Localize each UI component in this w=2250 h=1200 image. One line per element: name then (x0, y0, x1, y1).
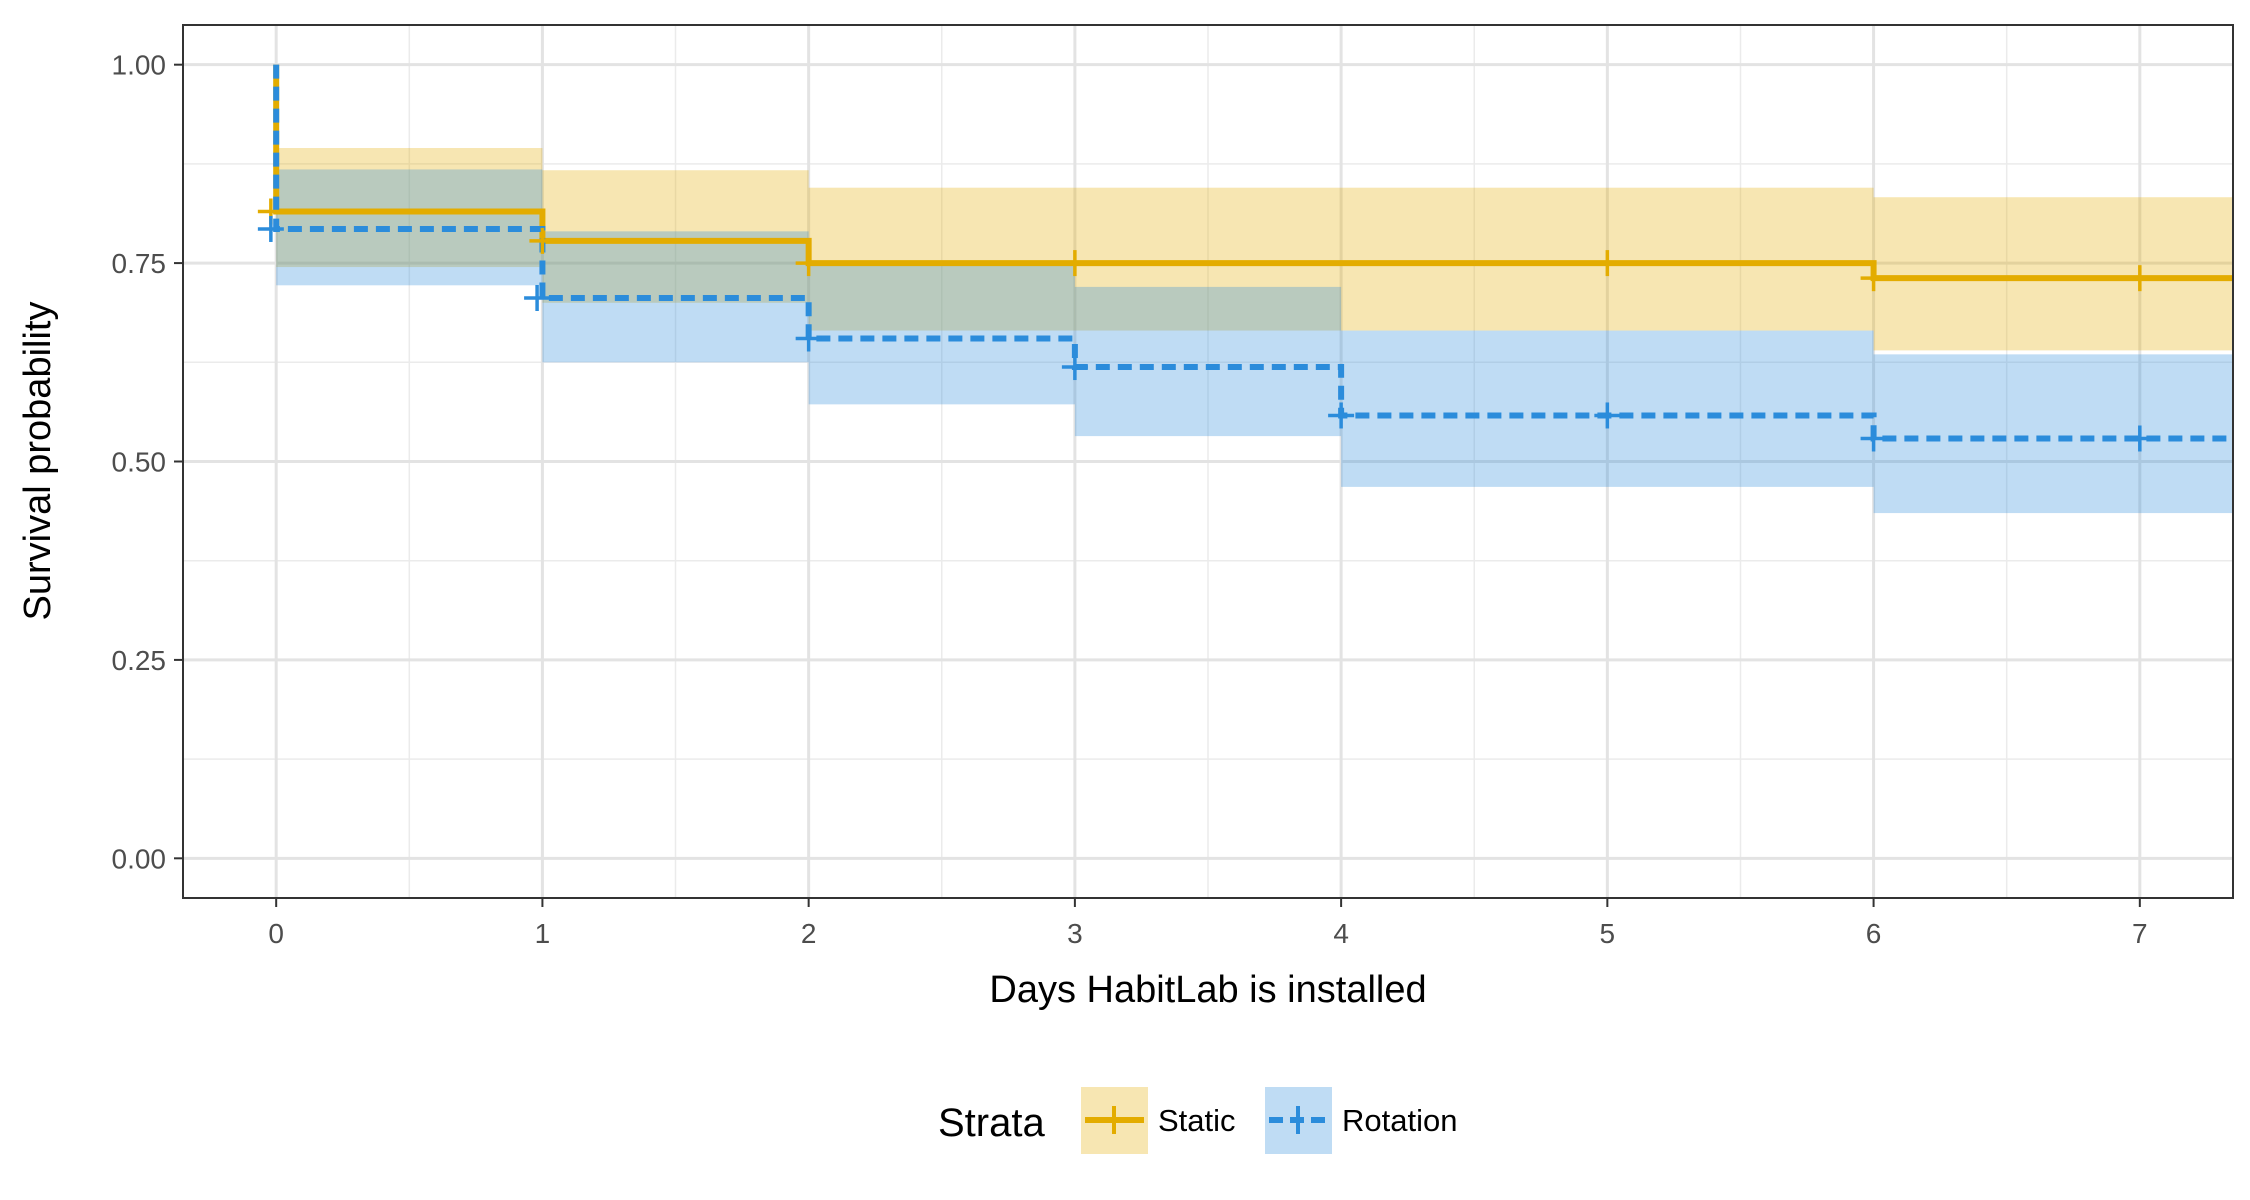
censor-mark-rotation (1328, 402, 1355, 429)
ci-band-rotation (808, 263, 1075, 405)
legend-label-rotation: Rotation (1342, 1103, 1457, 1138)
censor-mark-static (1860, 265, 1887, 292)
x-axis: 0 1 2 3 4 5 6 7 (268, 898, 2148, 949)
censor-mark-rotation (1860, 425, 1887, 452)
censor-mark-static (2126, 265, 2153, 292)
y-tick-label: 1.00 (112, 50, 167, 81)
x-tick-label: 1 (535, 918, 551, 949)
legend-label-static: Static (1158, 1103, 1236, 1138)
ci-band-rotation (1074, 286, 1342, 437)
censor-marks (257, 198, 2153, 452)
censor-mark-static (529, 227, 556, 254)
legend-item-static: Static (1081, 1087, 1236, 1154)
x-tick-label: 4 (1333, 918, 1349, 949)
legend-title: Strata (938, 1101, 1045, 1145)
major-gridlines (183, 25, 2233, 898)
x-tick-label: 7 (2132, 918, 2148, 949)
x-tick-label: 6 (1866, 918, 1882, 949)
y-tick-label: 0.00 (112, 843, 167, 874)
ci-band-static (1873, 197, 2233, 351)
y-tick-label: 0.50 (112, 447, 167, 478)
y-axis-title: Survival probability (17, 302, 59, 621)
censor-mark-rotation (524, 285, 551, 312)
ci-band-rotation (542, 231, 809, 363)
ci-band-rotation (1873, 354, 2233, 514)
x-tick-label: 3 (1067, 918, 1083, 949)
censor-mark-rotation (1061, 354, 1088, 381)
legend: Strata Static Rotation (938, 1087, 1457, 1154)
ci-band-static (808, 187, 1874, 331)
x-tick-label: 5 (1600, 918, 1616, 949)
censor-mark-rotation (2126, 425, 2153, 452)
legend-item-rotation: Rotation (1265, 1087, 1457, 1154)
censor-mark-rotation (1594, 402, 1621, 429)
x-axis-title: Days HabitLab is installed (989, 969, 1426, 1011)
y-tick-label: 0.25 (112, 645, 167, 676)
y-tick-label: 0.75 (112, 248, 167, 279)
confidence-bands (276, 148, 2233, 514)
censor-mark-rotation (795, 325, 822, 352)
y-axis: 0.00 0.25 0.50 0.75 1.00 (112, 50, 183, 874)
x-tick-label: 2 (801, 918, 817, 949)
censor-mark-static (1594, 250, 1621, 277)
censor-mark-static (795, 250, 822, 277)
ci-band-static (542, 170, 809, 303)
x-tick-label: 0 (268, 918, 284, 949)
censor-mark-rotation (257, 215, 284, 242)
ci-band-static (276, 148, 543, 268)
censor-mark-static (1061, 250, 1088, 277)
